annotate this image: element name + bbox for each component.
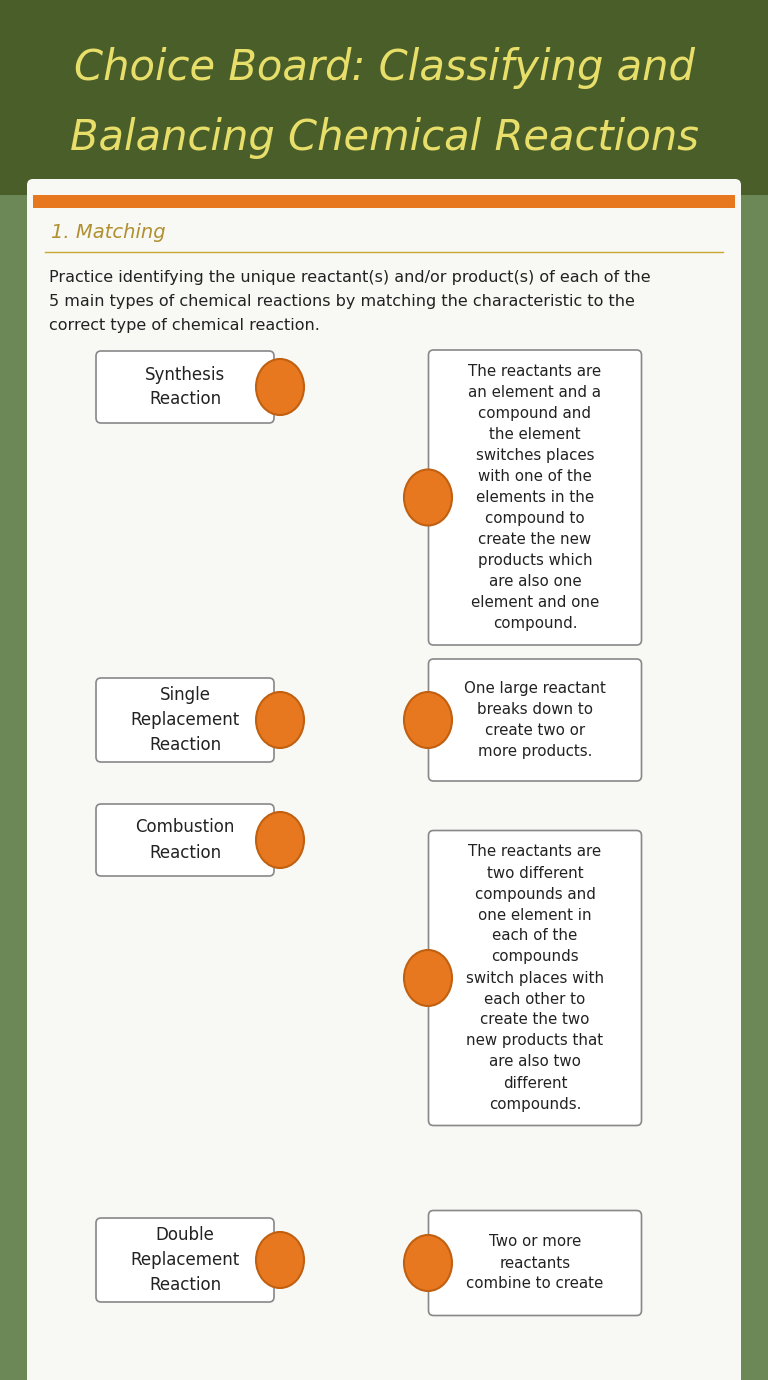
- Text: 1. Matching: 1. Matching: [51, 224, 166, 243]
- FancyBboxPatch shape: [96, 805, 274, 876]
- Ellipse shape: [256, 811, 304, 868]
- Text: One large reactant
breaks down to
create two or
more products.: One large reactant breaks down to create…: [464, 680, 606, 759]
- FancyBboxPatch shape: [0, 195, 38, 1380]
- Ellipse shape: [256, 691, 304, 748]
- Ellipse shape: [256, 1232, 304, 1288]
- Text: Single
Replacement
Reaction: Single Replacement Reaction: [131, 686, 240, 753]
- Text: correct type of chemical reaction.: correct type of chemical reaction.: [49, 317, 320, 333]
- FancyBboxPatch shape: [429, 1210, 641, 1315]
- FancyBboxPatch shape: [429, 831, 641, 1126]
- FancyBboxPatch shape: [429, 351, 641, 644]
- Text: Two or more
reactants
combine to create: Two or more reactants combine to create: [466, 1235, 604, 1292]
- Text: Combustion
Reaction: Combustion Reaction: [135, 818, 235, 861]
- Text: 5 main types of chemical reactions by matching the characteristic to the: 5 main types of chemical reactions by ma…: [49, 294, 635, 309]
- Text: The reactants are
two different
compounds and
one element in
each of the
compoun: The reactants are two different compound…: [466, 845, 604, 1111]
- FancyBboxPatch shape: [27, 179, 741, 1380]
- FancyBboxPatch shape: [96, 1219, 274, 1301]
- FancyBboxPatch shape: [730, 195, 768, 1380]
- Ellipse shape: [404, 1235, 452, 1292]
- Text: Balancing Chemical Reactions: Balancing Chemical Reactions: [70, 117, 698, 159]
- Text: Double
Replacement
Reaction: Double Replacement Reaction: [131, 1225, 240, 1294]
- Text: Synthesis
Reaction: Synthesis Reaction: [145, 366, 225, 408]
- Ellipse shape: [256, 359, 304, 415]
- Text: The reactants are
an element and a
compound and
the element
switches places
with: The reactants are an element and a compo…: [468, 364, 601, 631]
- Text: Practice identifying the unique reactant(s) and/or product(s) of each of the: Practice identifying the unique reactant…: [49, 270, 650, 286]
- Text: Choice Board: Classifying and: Choice Board: Classifying and: [74, 47, 694, 88]
- FancyBboxPatch shape: [96, 351, 274, 424]
- Ellipse shape: [404, 691, 452, 748]
- FancyBboxPatch shape: [33, 195, 735, 208]
- FancyBboxPatch shape: [429, 660, 641, 781]
- Ellipse shape: [404, 469, 452, 526]
- Ellipse shape: [404, 949, 452, 1006]
- FancyBboxPatch shape: [96, 678, 274, 762]
